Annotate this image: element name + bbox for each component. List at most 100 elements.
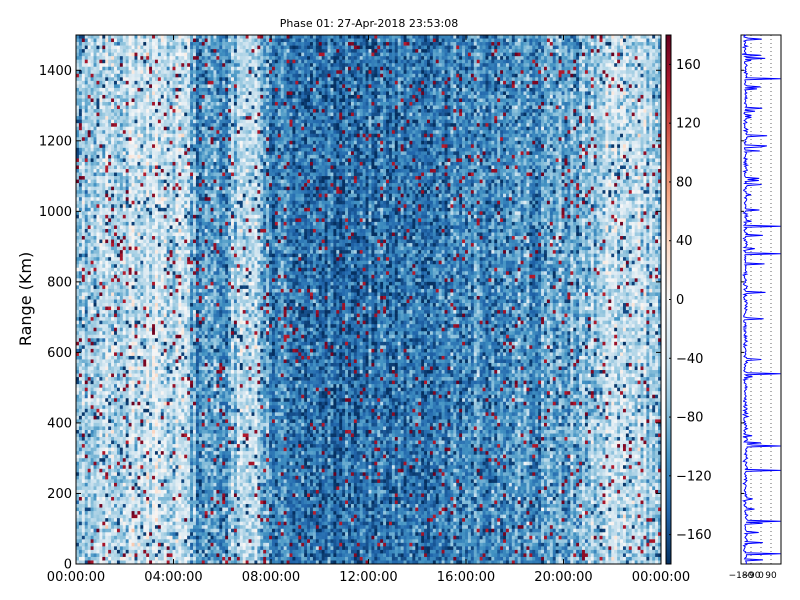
heatmap-cell — [94, 53, 97, 57]
heatmap-cell — [108, 465, 111, 469]
heatmap-cell — [85, 377, 88, 381]
heatmap-cell — [91, 130, 94, 134]
heatmap-cell — [158, 232, 161, 236]
heatmap-cell — [143, 317, 146, 321]
heatmap-cell — [120, 448, 123, 452]
heatmap-cell — [149, 384, 152, 388]
heatmap-cell — [79, 310, 82, 314]
heatmap-cell — [135, 158, 138, 162]
heatmap-cell — [155, 317, 158, 321]
heatmap-cell — [85, 268, 88, 272]
heatmap-cell — [149, 232, 152, 236]
heatmap-cell — [123, 53, 126, 57]
heatmap-cell — [137, 35, 140, 39]
heatmap-cell — [155, 158, 158, 162]
heatmap-cell — [79, 444, 82, 448]
heatmap-cell — [167, 74, 170, 78]
heatmap-cell — [167, 328, 170, 332]
heatmap-cell — [99, 183, 102, 187]
heatmap-cell — [149, 218, 152, 222]
heatmap-cell — [99, 476, 102, 480]
heatmap-cell — [85, 486, 88, 490]
heatmap-cell — [137, 240, 140, 244]
heatmap-cell — [123, 35, 126, 39]
heatmap-cell — [146, 381, 149, 385]
heatmap-cell — [114, 39, 117, 43]
heatmap-cell — [132, 546, 135, 550]
heatmap-cell — [85, 190, 88, 194]
heatmap-cell — [94, 476, 97, 480]
heatmap-cell — [149, 402, 152, 406]
heatmap-cell — [82, 39, 85, 43]
heatmap-cell — [123, 257, 126, 261]
heatmap-cell — [91, 307, 94, 311]
heatmap-cell — [120, 134, 123, 138]
heatmap-cell — [85, 416, 88, 420]
heatmap-cell — [96, 448, 99, 452]
heatmap-cell — [161, 518, 164, 522]
heatmap-cell — [143, 345, 146, 349]
heatmap-cell — [158, 84, 161, 88]
heatmap-cell — [155, 63, 158, 67]
heatmap-cell — [167, 497, 170, 501]
heatmap-cell — [126, 215, 129, 219]
heatmap-cell — [170, 222, 173, 226]
heatmap-cell — [149, 493, 152, 497]
heatmap-cell — [88, 236, 91, 240]
heatmap-cell — [91, 504, 94, 508]
heatmap-cell — [102, 106, 105, 110]
heatmap-cell — [167, 289, 170, 293]
heatmap-cell — [88, 419, 91, 423]
heatmap-cell — [167, 307, 170, 311]
heatmap-cell — [143, 53, 146, 57]
heatmap-cell — [85, 130, 88, 134]
heatmap-cell — [105, 455, 108, 459]
heatmap-cell — [108, 98, 111, 102]
heatmap-cell — [94, 88, 97, 92]
heatmap-cell — [161, 546, 164, 550]
heatmap-cell — [170, 98, 173, 102]
heatmap-cell — [91, 423, 94, 427]
heatmap-cell — [82, 352, 85, 356]
heatmap-cell — [155, 88, 158, 92]
heatmap-cell — [143, 359, 146, 363]
heatmap-cell — [108, 388, 111, 392]
heatmap-cell — [155, 148, 158, 152]
heatmap-cell — [137, 536, 140, 540]
heatmap-cell — [129, 356, 132, 360]
heatmap-cell — [164, 257, 167, 261]
heatmap-cell — [164, 190, 167, 194]
heatmap-cell — [149, 448, 152, 452]
heatmap-cell — [161, 49, 164, 53]
heatmap-cell — [140, 106, 143, 110]
heatmap-cell — [167, 398, 170, 402]
heatmap-cell — [129, 490, 132, 494]
heatmap-cell — [164, 508, 167, 512]
heatmap-cell — [155, 211, 158, 215]
heatmap-cell — [170, 405, 173, 409]
heatmap-cell — [94, 289, 97, 293]
heatmap-cell — [146, 77, 149, 81]
heatmap-cell — [105, 63, 108, 67]
heatmap-cell — [99, 490, 102, 494]
heatmap-cell — [88, 81, 91, 85]
heatmap-cell — [105, 70, 108, 74]
heatmap-cell — [143, 215, 146, 219]
heatmap-cell — [135, 106, 138, 110]
heatmap-cell — [105, 426, 108, 430]
heatmap-cell — [114, 522, 117, 526]
heatmap-cell — [91, 508, 94, 512]
heatmap-cell — [146, 508, 149, 512]
heatmap-cell — [102, 155, 105, 159]
heatmap-cell — [91, 183, 94, 187]
heatmap-cell — [99, 42, 102, 46]
heatmap-cell — [149, 307, 152, 311]
heatmap-cell — [164, 511, 167, 515]
heatmap-cell — [82, 342, 85, 346]
heatmap-cell — [146, 285, 149, 289]
heatmap-cell — [126, 39, 129, 43]
heatmap-cell — [173, 141, 176, 145]
heatmap-cell — [126, 254, 129, 258]
heatmap-cell — [123, 349, 126, 353]
heatmap-cell — [132, 314, 135, 318]
